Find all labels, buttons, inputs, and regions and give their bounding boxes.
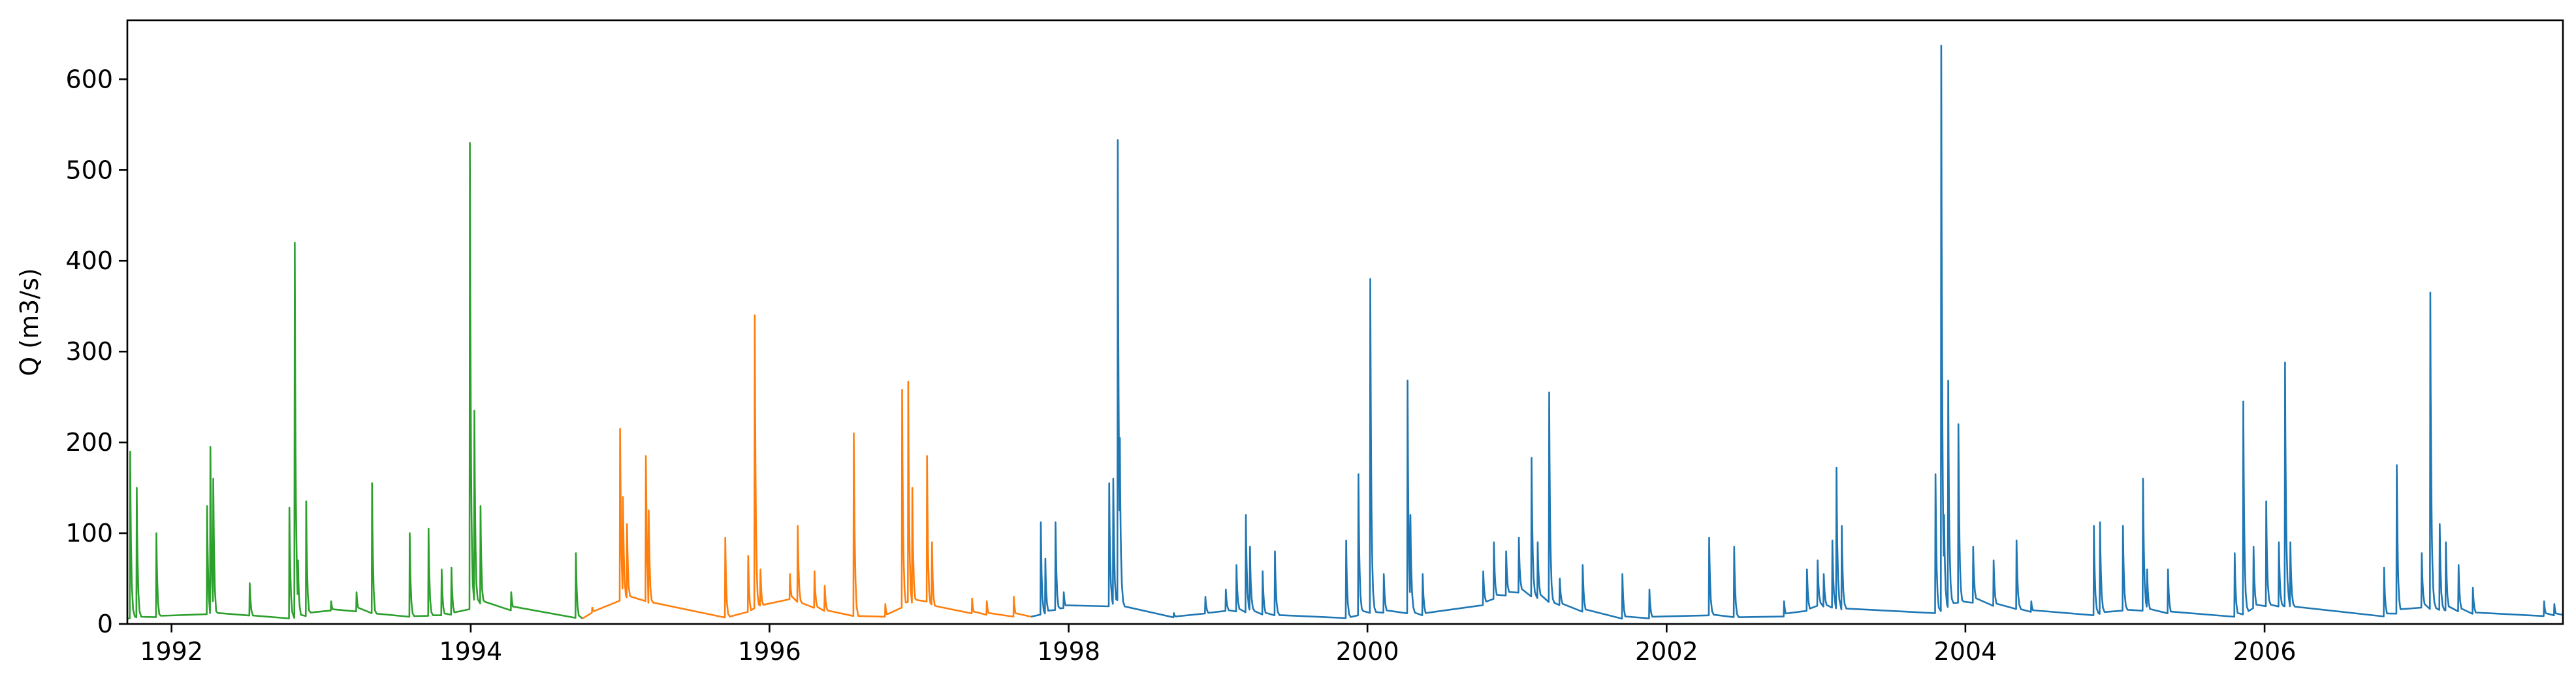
y-tick-label: 200 [65,428,113,457]
series-layer [127,44,2563,620]
x-tick-label: 2002 [1635,637,1698,666]
x-tick-label: 2004 [1934,637,1997,666]
x-tick-label: 1998 [1037,637,1100,666]
x-tick-label: 1994 [439,637,503,666]
y-axis: 0 100 200 300 400 500 600 [65,65,127,638]
x-tick-label: 1992 [140,637,203,666]
y-tick-label: 100 [65,519,113,548]
y-tick-label: 300 [65,337,113,366]
y-tick-label: 400 [65,246,113,275]
x-tick-label: 2000 [1336,637,1399,666]
series-line-1 [127,142,583,619]
y-tick-label: 500 [65,156,113,184]
y-tick-label: 0 [97,610,113,638]
x-axis: 1992 1994 1996 1998 2000 2002 2004 2006 [140,624,2296,666]
x-tick-label: 1996 [738,637,801,666]
series-line-2 [582,314,1032,619]
x-tick-label: 2006 [2233,637,2297,666]
y-tick-label: 600 [65,65,113,93]
plot-frame [126,19,2564,625]
y-axis-title: Q (m3/s) [15,268,44,376]
series-line-3 [1030,44,2563,620]
